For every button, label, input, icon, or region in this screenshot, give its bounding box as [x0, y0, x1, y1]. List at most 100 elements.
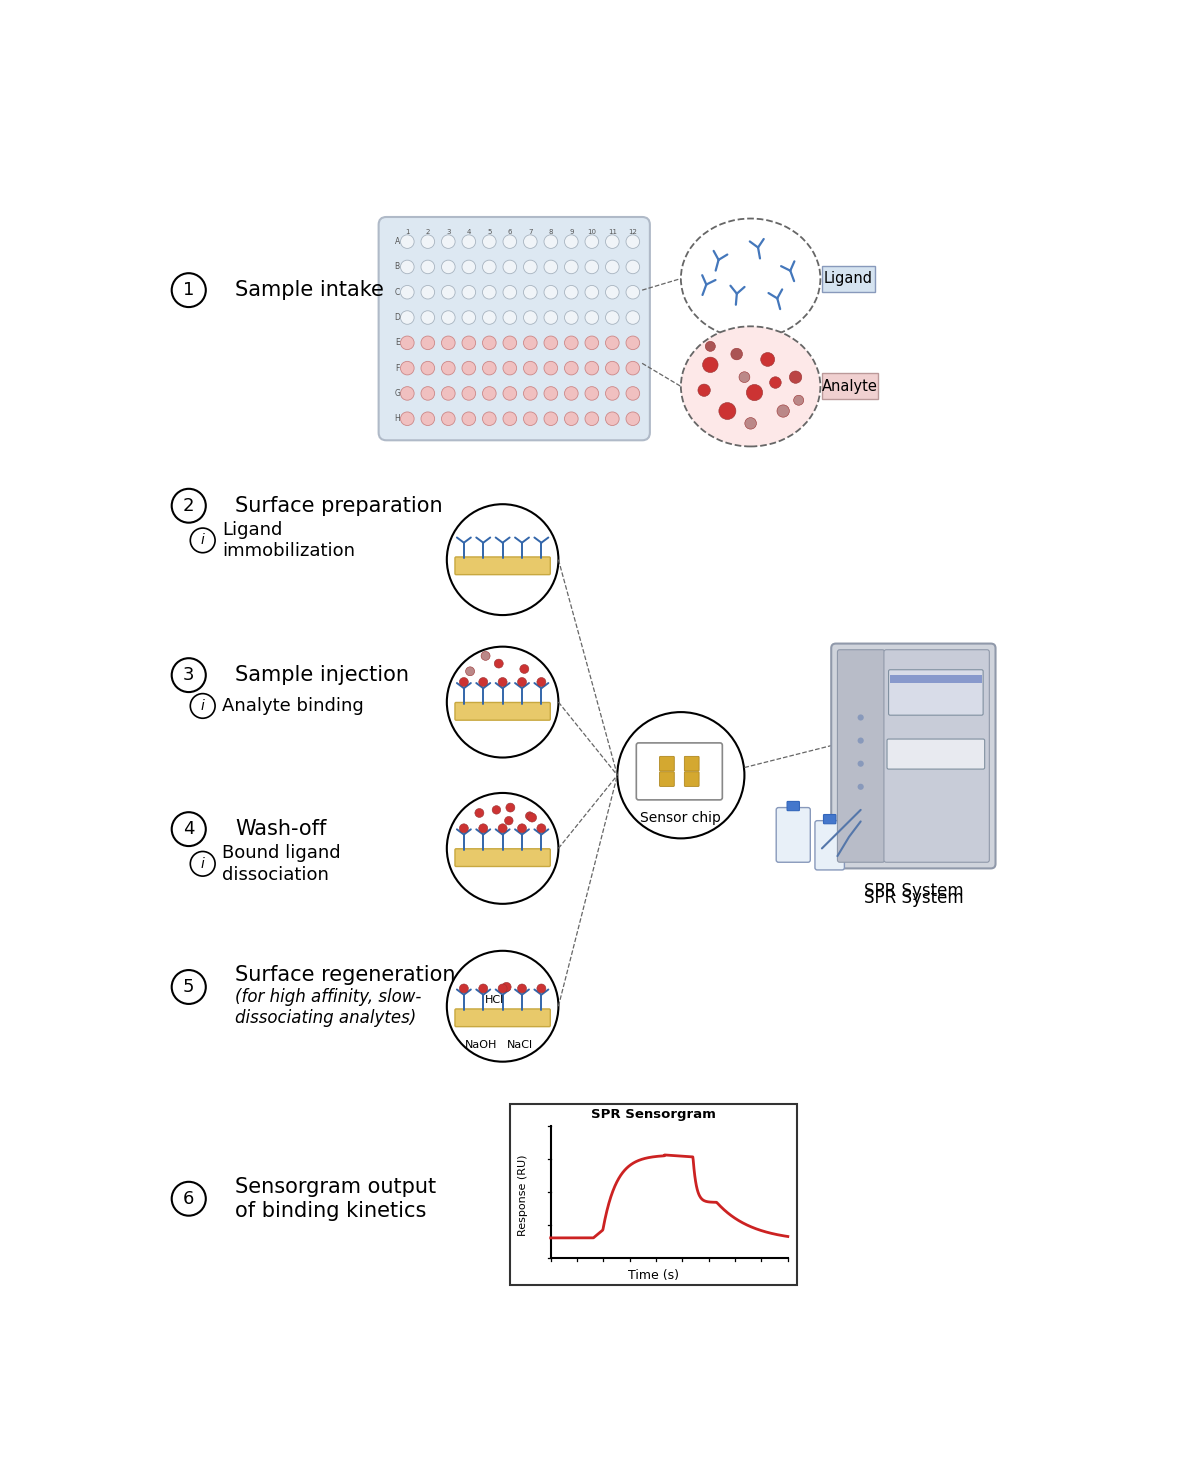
- Circle shape: [401, 286, 414, 299]
- Circle shape: [503, 336, 517, 350]
- Circle shape: [482, 361, 496, 375]
- Circle shape: [586, 361, 599, 375]
- Circle shape: [482, 412, 496, 425]
- Circle shape: [523, 412, 538, 425]
- Circle shape: [626, 261, 640, 274]
- Circle shape: [504, 816, 514, 825]
- Circle shape: [503, 387, 517, 400]
- Circle shape: [517, 677, 527, 687]
- Circle shape: [719, 403, 736, 419]
- Circle shape: [745, 418, 756, 429]
- Circle shape: [172, 812, 206, 846]
- Text: 5: 5: [487, 228, 492, 234]
- Circle shape: [564, 387, 578, 400]
- Text: Sensorgram output
of binding kinetics: Sensorgram output of binding kinetics: [235, 1177, 437, 1220]
- Circle shape: [626, 336, 640, 350]
- Text: 1: 1: [184, 281, 194, 299]
- Circle shape: [517, 983, 527, 992]
- Circle shape: [536, 823, 546, 832]
- FancyBboxPatch shape: [660, 757, 674, 772]
- Circle shape: [462, 387, 475, 400]
- Circle shape: [586, 336, 599, 350]
- Circle shape: [523, 261, 538, 274]
- FancyBboxPatch shape: [455, 557, 551, 575]
- Circle shape: [731, 348, 743, 360]
- Circle shape: [503, 412, 517, 425]
- Circle shape: [626, 311, 640, 324]
- Circle shape: [769, 376, 781, 388]
- Circle shape: [502, 982, 511, 992]
- Circle shape: [172, 1182, 206, 1216]
- Circle shape: [544, 336, 558, 350]
- Circle shape: [421, 261, 434, 274]
- Circle shape: [498, 677, 508, 687]
- Circle shape: [460, 823, 468, 832]
- Text: 6: 6: [508, 228, 512, 234]
- Circle shape: [544, 311, 558, 324]
- Circle shape: [523, 311, 538, 324]
- Circle shape: [421, 286, 434, 299]
- Text: C: C: [395, 287, 400, 296]
- Text: Sample injection: Sample injection: [235, 665, 409, 686]
- Circle shape: [421, 336, 434, 350]
- Circle shape: [564, 286, 578, 299]
- Text: 10: 10: [587, 228, 596, 234]
- Circle shape: [446, 951, 558, 1062]
- Text: Ligand: Ligand: [823, 271, 872, 286]
- Circle shape: [706, 341, 715, 351]
- Circle shape: [506, 803, 515, 812]
- Circle shape: [544, 235, 558, 249]
- Circle shape: [536, 983, 546, 992]
- Circle shape: [494, 659, 503, 668]
- Text: 11: 11: [608, 228, 617, 234]
- Text: NaOH: NaOH: [464, 1040, 497, 1050]
- Circle shape: [586, 311, 599, 324]
- Circle shape: [479, 677, 487, 687]
- Text: 5: 5: [182, 977, 194, 997]
- Circle shape: [503, 235, 517, 249]
- Circle shape: [421, 361, 434, 375]
- Circle shape: [523, 235, 538, 249]
- Circle shape: [626, 412, 640, 425]
- Circle shape: [482, 286, 496, 299]
- Circle shape: [564, 261, 578, 274]
- Circle shape: [446, 792, 558, 903]
- Text: Surface preparation: Surface preparation: [235, 496, 443, 515]
- Circle shape: [442, 311, 455, 324]
- FancyBboxPatch shape: [823, 815, 836, 823]
- Circle shape: [482, 336, 496, 350]
- Text: 3: 3: [446, 228, 450, 234]
- Circle shape: [172, 273, 206, 307]
- Circle shape: [526, 812, 534, 820]
- Circle shape: [503, 311, 517, 324]
- FancyBboxPatch shape: [815, 820, 845, 869]
- Circle shape: [460, 677, 468, 687]
- Circle shape: [446, 647, 558, 757]
- Circle shape: [523, 336, 538, 350]
- Circle shape: [492, 806, 500, 815]
- Circle shape: [462, 286, 475, 299]
- FancyBboxPatch shape: [838, 650, 884, 862]
- Circle shape: [626, 235, 640, 249]
- Circle shape: [606, 261, 619, 274]
- Circle shape: [746, 385, 763, 401]
- Circle shape: [858, 783, 864, 789]
- FancyBboxPatch shape: [888, 669, 983, 715]
- Circle shape: [462, 412, 475, 425]
- Circle shape: [503, 286, 517, 299]
- Circle shape: [442, 412, 455, 425]
- Text: Ligand
immobilization: Ligand immobilization: [222, 521, 355, 560]
- FancyBboxPatch shape: [379, 218, 650, 440]
- Circle shape: [698, 384, 710, 397]
- Circle shape: [172, 489, 206, 523]
- Circle shape: [858, 761, 864, 767]
- Circle shape: [498, 983, 508, 992]
- Circle shape: [544, 286, 558, 299]
- Text: E: E: [395, 338, 400, 348]
- Circle shape: [401, 361, 414, 375]
- Circle shape: [481, 652, 490, 661]
- Circle shape: [191, 852, 215, 877]
- Text: 9: 9: [569, 228, 574, 234]
- Circle shape: [462, 311, 475, 324]
- Circle shape: [479, 823, 487, 832]
